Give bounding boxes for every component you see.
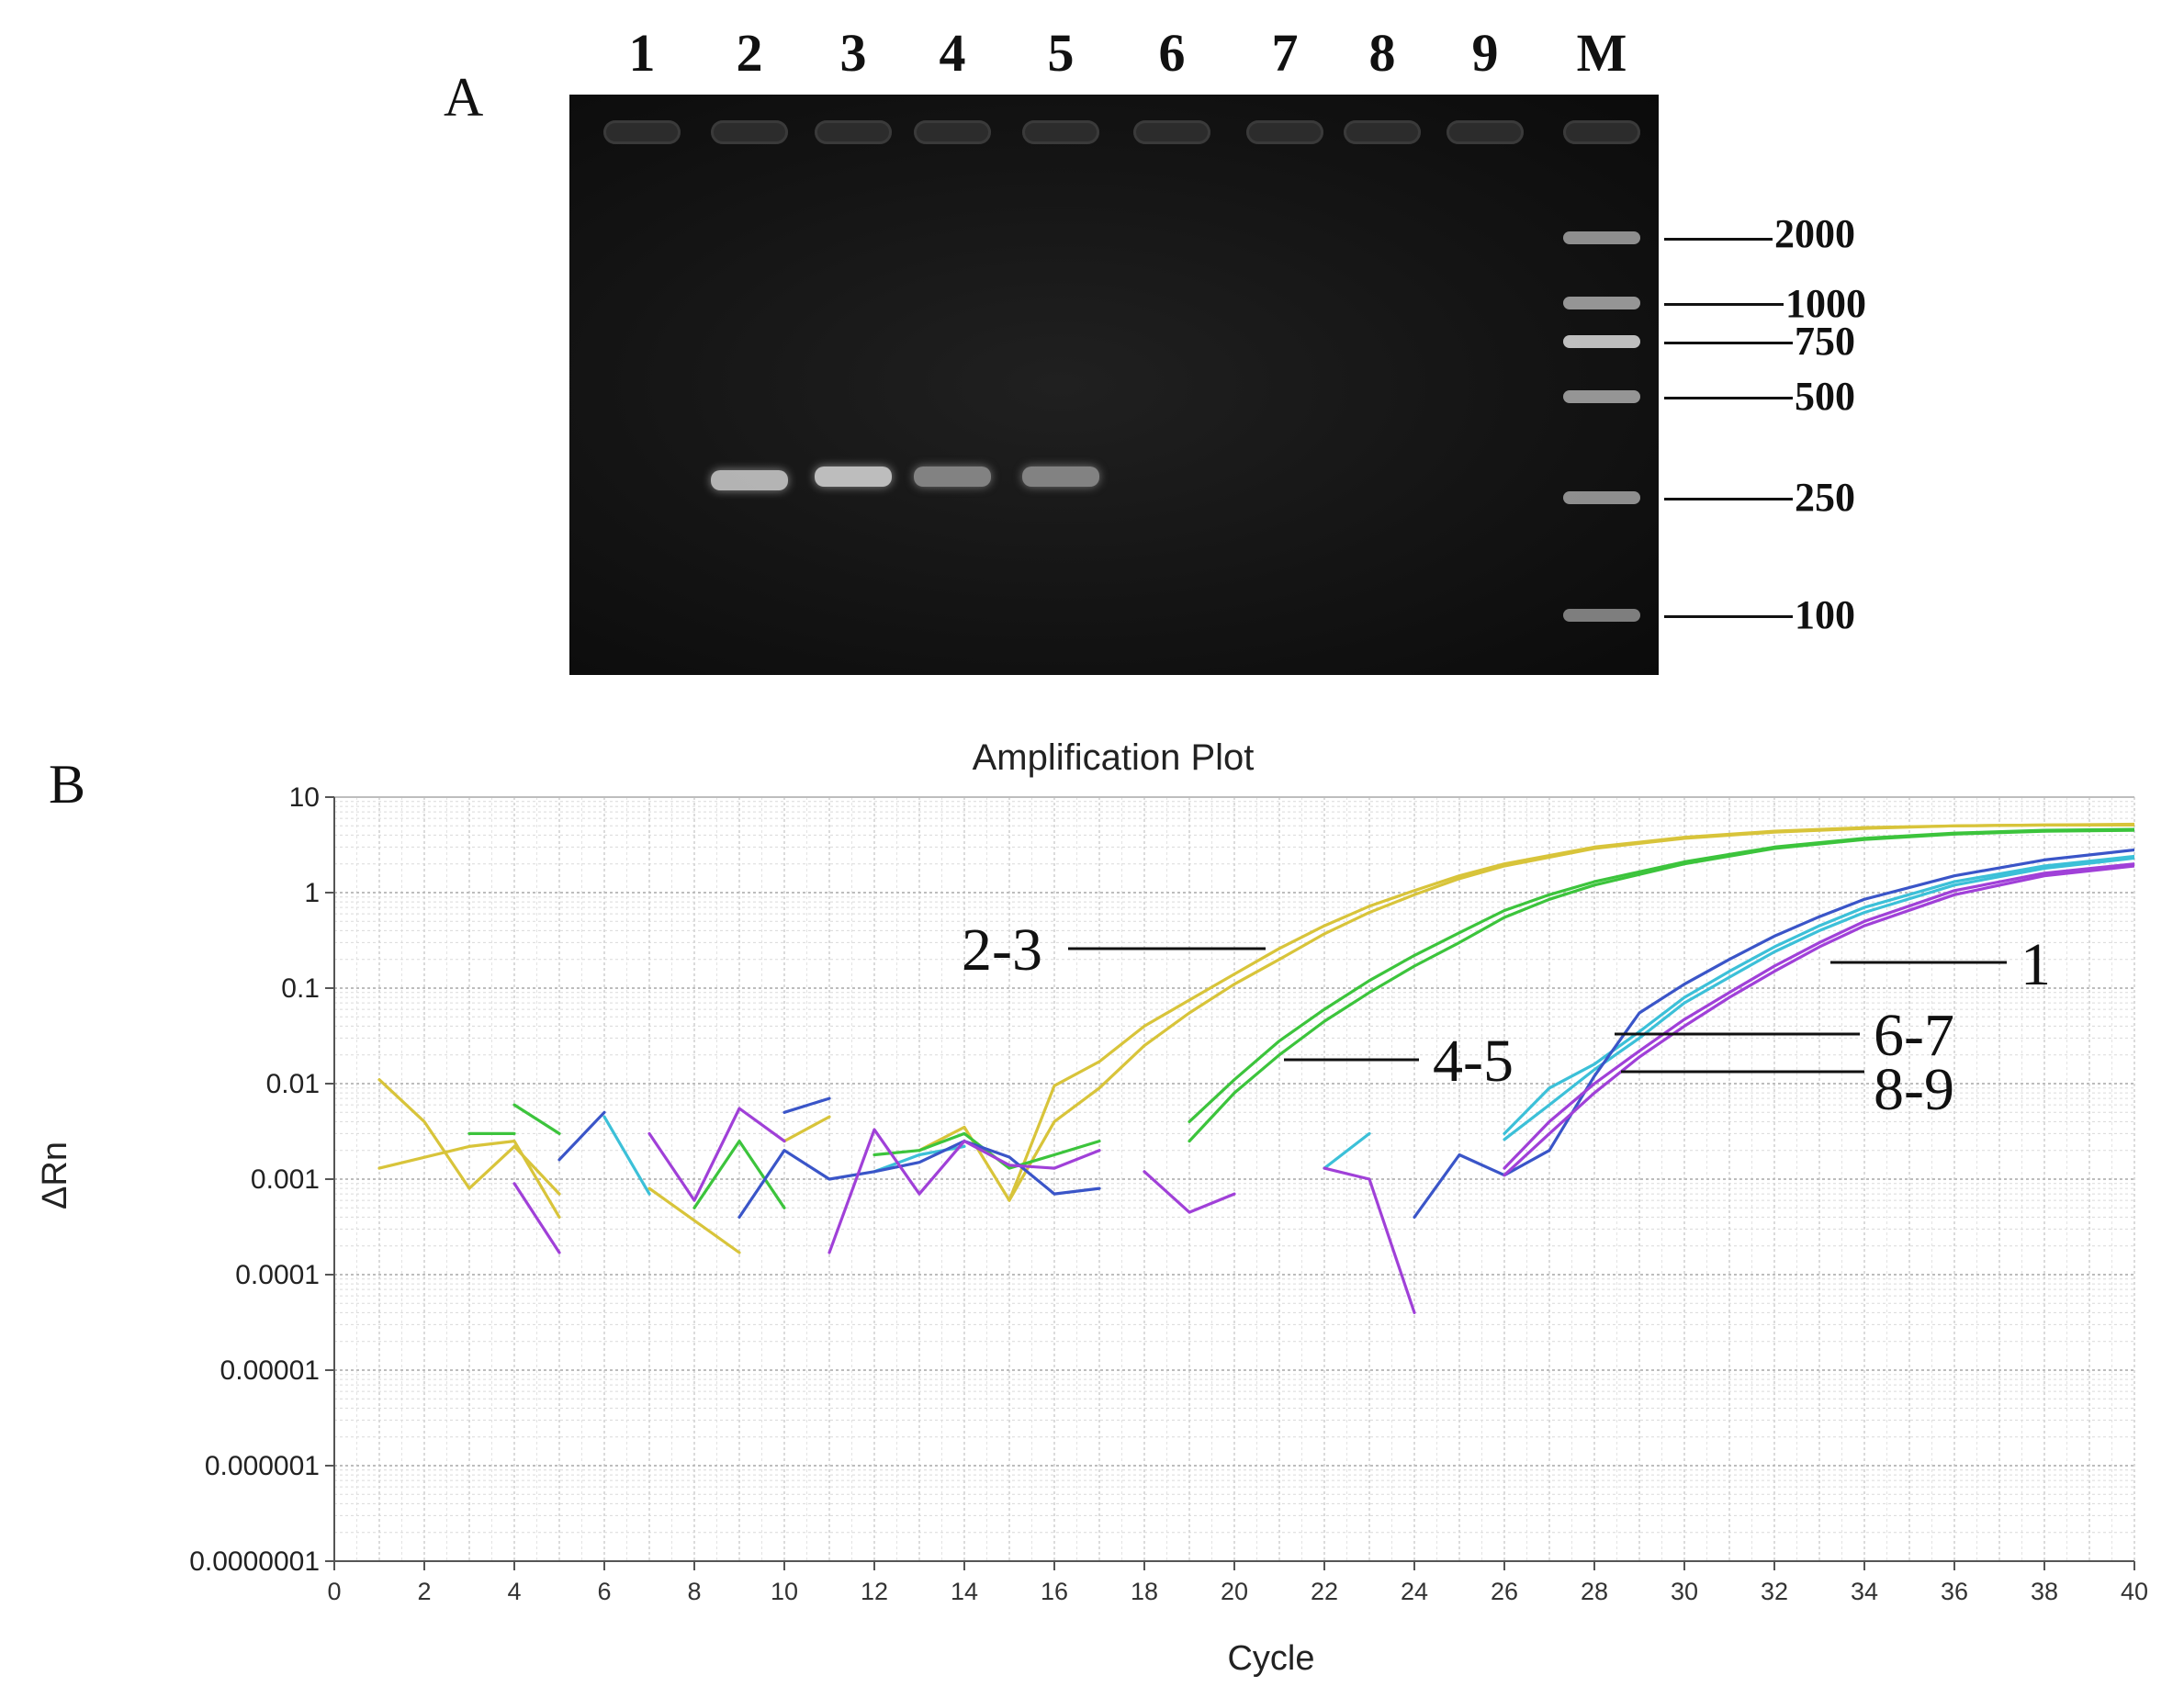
x-tick-label: 16 bbox=[1041, 1578, 1068, 1605]
marker-rule bbox=[1664, 303, 1784, 306]
x-tick-label: 24 bbox=[1401, 1578, 1428, 1605]
series-line-7 bbox=[1503, 856, 2134, 1141]
lane-label: 5 bbox=[1047, 23, 1075, 83]
ladder-band bbox=[1563, 231, 1640, 244]
marker-rule bbox=[1664, 397, 1793, 399]
pcr-band bbox=[815, 467, 892, 487]
ladder-band bbox=[1563, 335, 1640, 348]
marker-size-label: 2000 bbox=[1774, 211, 1855, 256]
x-tick-label: 22 bbox=[1311, 1578, 1338, 1605]
lane-label: 3 bbox=[839, 23, 867, 83]
gel-well bbox=[711, 120, 788, 144]
gel-well bbox=[1246, 120, 1323, 144]
series-layer bbox=[377, 822, 2134, 1314]
y-tick-label: 0.00001 bbox=[220, 1355, 320, 1386]
x-tick-label: 38 bbox=[2031, 1578, 2058, 1605]
gel-well bbox=[1447, 120, 1524, 144]
x-tick-label: 36 bbox=[1941, 1578, 1968, 1605]
y-tick-label: 0.0000001 bbox=[189, 1546, 320, 1577]
lane-label: 8 bbox=[1368, 23, 1396, 83]
gel-well bbox=[1133, 120, 1210, 144]
x-tick-label: 6 bbox=[597, 1578, 611, 1605]
marker-size-label: 1000 bbox=[1785, 281, 1866, 326]
chart-title: Amplification Plot bbox=[973, 737, 1255, 778]
x-tick-label: 8 bbox=[687, 1578, 701, 1605]
lane-label: M bbox=[1576, 23, 1627, 83]
annotation-label: 6-7 bbox=[1874, 1002, 1954, 1069]
annotation-label: 4-5 bbox=[1433, 1028, 1514, 1095]
marker-rule bbox=[1664, 342, 1793, 344]
lane-label: 9 bbox=[1471, 23, 1499, 83]
x-tick-label: 14 bbox=[951, 1578, 978, 1605]
gel-image bbox=[569, 95, 1659, 675]
y-ticks: 10 1 0.1 0.01 0.001 0.0001 0.00001 0.000001 0.00… bbox=[189, 782, 334, 1577]
ladder-band bbox=[1563, 491, 1640, 504]
gel-well bbox=[603, 120, 681, 144]
ladder-band bbox=[1563, 297, 1640, 309]
y-tick-label: 0.001 bbox=[251, 1164, 320, 1195]
marker-rule bbox=[1664, 498, 1793, 500]
pcr-band bbox=[914, 467, 991, 487]
y-tick-label: 0.0001 bbox=[235, 1260, 320, 1290]
y-tick-label: 0.1 bbox=[281, 973, 320, 1004]
ladder-band bbox=[1563, 609, 1640, 622]
series-line-4 bbox=[467, 828, 2134, 1209]
series-line-5 bbox=[1188, 827, 2134, 1123]
annotation-label: 2-3 bbox=[962, 916, 1042, 984]
y-axis-title: ΔRn bbox=[36, 1141, 74, 1209]
x-tick-label: 26 bbox=[1491, 1578, 1518, 1605]
series-line-2 bbox=[377, 822, 2134, 1219]
x-axis-title: Cycle bbox=[1227, 1639, 1314, 1678]
y-tick-label: 10 bbox=[289, 782, 320, 813]
x-tick-label: 12 bbox=[861, 1578, 888, 1605]
panel-b-letter: B bbox=[49, 754, 86, 815]
marker-rule bbox=[1664, 615, 1793, 618]
marker-rule bbox=[1664, 238, 1773, 241]
x-tick-label: 10 bbox=[771, 1578, 798, 1605]
series-line-3 bbox=[377, 823, 2134, 1254]
series-line-8 bbox=[512, 864, 2134, 1314]
gel-well bbox=[815, 120, 892, 144]
x-tick-label: 32 bbox=[1761, 1578, 1788, 1605]
lane-label: 6 bbox=[1158, 23, 1186, 83]
gel-well bbox=[914, 120, 991, 144]
x-tick-label: 28 bbox=[1581, 1578, 1608, 1605]
lane-label: 2 bbox=[736, 23, 763, 83]
lane-label: 1 bbox=[628, 23, 656, 83]
series-line-6 bbox=[602, 854, 2134, 1196]
annotations: 2-3 4-5 1 6-7 8-9 bbox=[962, 916, 2051, 1123]
marker-size-label: 250 bbox=[1795, 475, 1855, 520]
series-line-1 bbox=[557, 848, 2134, 1219]
lane-label: 4 bbox=[939, 23, 966, 83]
y-tick-label: 0.000001 bbox=[205, 1451, 320, 1481]
lane-label: 7 bbox=[1271, 23, 1299, 83]
pcr-band bbox=[711, 470, 788, 490]
x-tick-label: 34 bbox=[1851, 1578, 1878, 1605]
x-tick-label: 4 bbox=[507, 1578, 521, 1605]
annotation-label: 1 bbox=[2021, 931, 2051, 998]
x-tick-label: 18 bbox=[1131, 1578, 1158, 1605]
y-tick-label: 0.01 bbox=[266, 1069, 320, 1099]
x-ticks: 0 2 4 6 8 10 12 14 16 18 20 22 24 26 28 30 32 34 36 38 40 bbox=[327, 1561, 2148, 1605]
marker-size-label: 750 bbox=[1795, 319, 1855, 364]
series-line-9 bbox=[1503, 862, 2134, 1170]
gel-well bbox=[1563, 120, 1640, 144]
marker-size-label: 100 bbox=[1795, 592, 1855, 637]
x-tick-label: 2 bbox=[417, 1578, 431, 1605]
x-tick-label: 40 bbox=[2121, 1578, 2148, 1605]
grid bbox=[333, 796, 2135, 1562]
marker-size-label: 500 bbox=[1795, 374, 1855, 419]
ladder-band bbox=[1563, 390, 1640, 403]
pcr-band bbox=[1022, 467, 1099, 487]
gel-well bbox=[1022, 120, 1099, 144]
x-tick-label: 0 bbox=[327, 1578, 341, 1605]
gel-well bbox=[1344, 120, 1421, 144]
annotation-label: 8-9 bbox=[1874, 1056, 1954, 1123]
y-tick-label: 1 bbox=[304, 878, 320, 908]
x-tick-label: 30 bbox=[1671, 1578, 1698, 1605]
panel-a-letter: A bbox=[444, 67, 484, 128]
x-tick-label: 20 bbox=[1221, 1578, 1248, 1605]
